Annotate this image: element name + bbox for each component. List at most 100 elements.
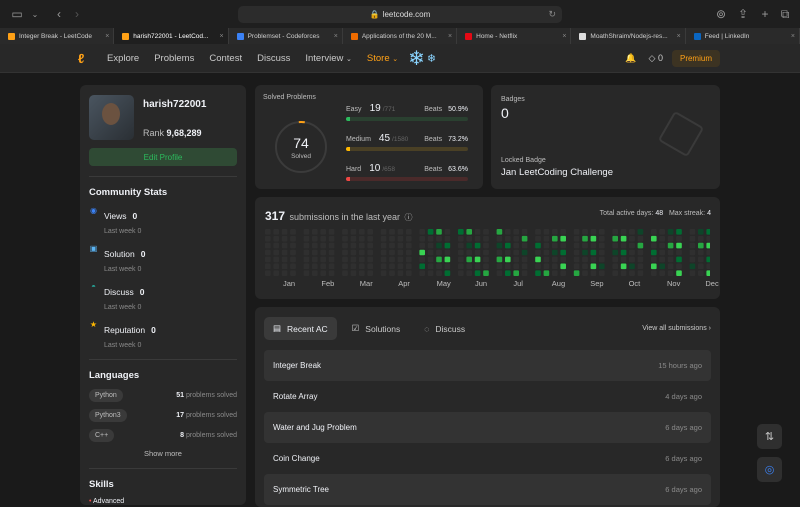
chevron-down-icon[interactable]: ⌄ — [31, 9, 39, 19]
nav-interview[interactable]: Interview ⌄ — [305, 53, 352, 64]
browser-tab[interactable]: Problemset - Codeforces × — [229, 28, 343, 44]
activity-cell — [312, 263, 318, 270]
activity-cell — [427, 256, 434, 263]
activity-cell — [265, 249, 271, 256]
activity-cell — [389, 242, 395, 249]
activity-cell — [367, 242, 373, 249]
activity-cell — [458, 242, 464, 249]
close-icon[interactable]: × — [448, 32, 453, 40]
submissions-card: ▤ Recent AC ☑ Solutions ◌ Discuss View all … — [255, 307, 720, 507]
swap-icon[interactable]: ⇅ — [757, 424, 782, 449]
forward-icon[interactable]: › — [75, 7, 79, 21]
beats: Beats 50.9% — [424, 106, 468, 113]
list-item[interactable]: Coin Change 6 days ago — [264, 443, 711, 474]
browser-tab[interactable]: MoathShraim/Nodejs-res... × — [571, 28, 686, 44]
activity-cell — [620, 242, 627, 249]
activity-cell — [328, 263, 335, 270]
list-item[interactable]: Water and Jug Problem 6 days ago — [264, 412, 711, 443]
close-icon[interactable]: × — [676, 32, 681, 40]
difficulty-row: Easy 19/771 Beats 50.9% — [346, 103, 468, 121]
activity-cell — [312, 249, 318, 256]
activity-cell — [397, 242, 404, 249]
activity-cell — [552, 256, 558, 263]
show-more-button[interactable]: Show more — [144, 449, 182, 458]
activity-cell — [273, 235, 279, 242]
close-icon[interactable]: × — [333, 32, 338, 40]
address-bar[interactable]: 🔒 leetcode.com ↻ — [238, 6, 562, 23]
discuss-icon: ◓ — [91, 282, 96, 291]
activity-cell — [543, 263, 550, 270]
browser-tab[interactable]: Applications of the 20 M... × — [343, 28, 458, 44]
activity-cell — [466, 235, 472, 242]
activity-cell — [281, 249, 288, 256]
tab-solutions[interactable]: ☑ Solutions — [343, 317, 410, 340]
share-icon[interactable]: ⇪ — [737, 7, 749, 21]
tab-overview-icon[interactable]: ⧉ — [780, 6, 790, 21]
premium-button[interactable]: Premium — [671, 49, 720, 67]
activity-cell — [389, 235, 395, 242]
chevron-down-icon: ⌄ — [346, 55, 352, 63]
browser-tab[interactable]: Integer Break - LeetCode × — [0, 28, 115, 44]
language-count-value: 17 — [176, 412, 185, 419]
list-item[interactable]: Rotate Array 4 days ago — [264, 381, 711, 412]
browser-tab[interactable]: Feed | LinkedIn × — [686, 28, 800, 44]
activity-cell — [281, 270, 288, 276]
progress-bar — [346, 147, 468, 151]
activity-cell — [620, 229, 627, 235]
close-icon[interactable]: × — [219, 32, 224, 40]
nav-store[interactable]: Store ⌄ — [367, 53, 398, 64]
close-icon[interactable]: × — [562, 32, 567, 40]
info-icon[interactable]: ⓘ — [404, 213, 413, 222]
activity-cell — [582, 242, 588, 249]
activity-cell — [573, 270, 580, 276]
edit-profile-button[interactable]: Edit Profile — [89, 148, 237, 166]
download-icon[interactable]: ⊚ — [715, 7, 727, 21]
list-item[interactable]: Symmetric Tree 6 days ago — [264, 474, 711, 505]
activity-cell — [273, 229, 279, 235]
feedback-icon[interactable]: ◎ — [757, 457, 782, 482]
tab-favicon-icon — [8, 32, 15, 40]
activity-cell — [706, 256, 710, 263]
activity-cell — [380, 263, 387, 270]
nav-explore[interactable]: Explore — [107, 52, 140, 64]
activity-cell — [599, 270, 605, 276]
close-icon[interactable]: × — [105, 32, 110, 40]
profile-avatar — [89, 95, 134, 140]
new-tab-icon[interactable]: + — [761, 7, 769, 21]
tab-recent-ac[interactable]: ▤ Recent AC — [264, 317, 337, 340]
activity-cell — [290, 249, 296, 256]
back-icon[interactable]: ‹ — [57, 7, 61, 21]
browser-tab[interactable]: harish722001 - LeetCod... × — [114, 28, 229, 44]
nav-problems[interactable]: Problems — [154, 52, 195, 64]
activity-cell — [676, 270, 682, 276]
activity-cell — [427, 270, 434, 276]
sidebar-toggle-icon[interactable]: ▭ — [11, 7, 23, 21]
nav-discuss[interactable]: Discuss — [257, 52, 291, 64]
nav-contest[interactable]: Contest — [209, 52, 243, 64]
streak-counter[interactable]: ◇ 0 — [649, 53, 663, 64]
max-streak-label: Max streak: — [668, 210, 706, 217]
activity-cell — [265, 229, 271, 235]
activity-cell — [543, 229, 550, 235]
activity-cell — [667, 229, 674, 235]
activity-cell — [560, 263, 566, 270]
activity-cell — [706, 242, 710, 249]
activity-cell — [629, 263, 635, 270]
language-row: Python3 17 problems solved — [89, 409, 237, 422]
list-item[interactable]: Integer Break 15 hours ago — [264, 350, 711, 381]
activity-cell — [698, 270, 704, 276]
leetcode-logo-icon[interactable]: ℓ — [78, 51, 85, 66]
tab-discuss[interactable]: ◌ Discuss — [415, 317, 474, 340]
stat-last-week: Last week 0 — [104, 304, 142, 311]
reload-icon[interactable]: ↻ — [548, 9, 556, 19]
stat-value: 0 — [151, 325, 156, 335]
activity-cell — [444, 242, 451, 249]
activity-cell — [637, 263, 644, 270]
browser-tab[interactable]: Home - Netflix × — [457, 28, 572, 44]
tab-title: harish722001 - LeetCod... — [133, 32, 209, 40]
bell-icon[interactable]: 🔔 — [625, 52, 637, 63]
activity-cell — [505, 263, 511, 270]
close-icon[interactable]: × — [790, 32, 795, 40]
view-all-submissions-link[interactable]: View all submissions › — [642, 325, 711, 332]
difficulty-row: Hard 10/658 Beats 63.6% — [346, 163, 468, 181]
